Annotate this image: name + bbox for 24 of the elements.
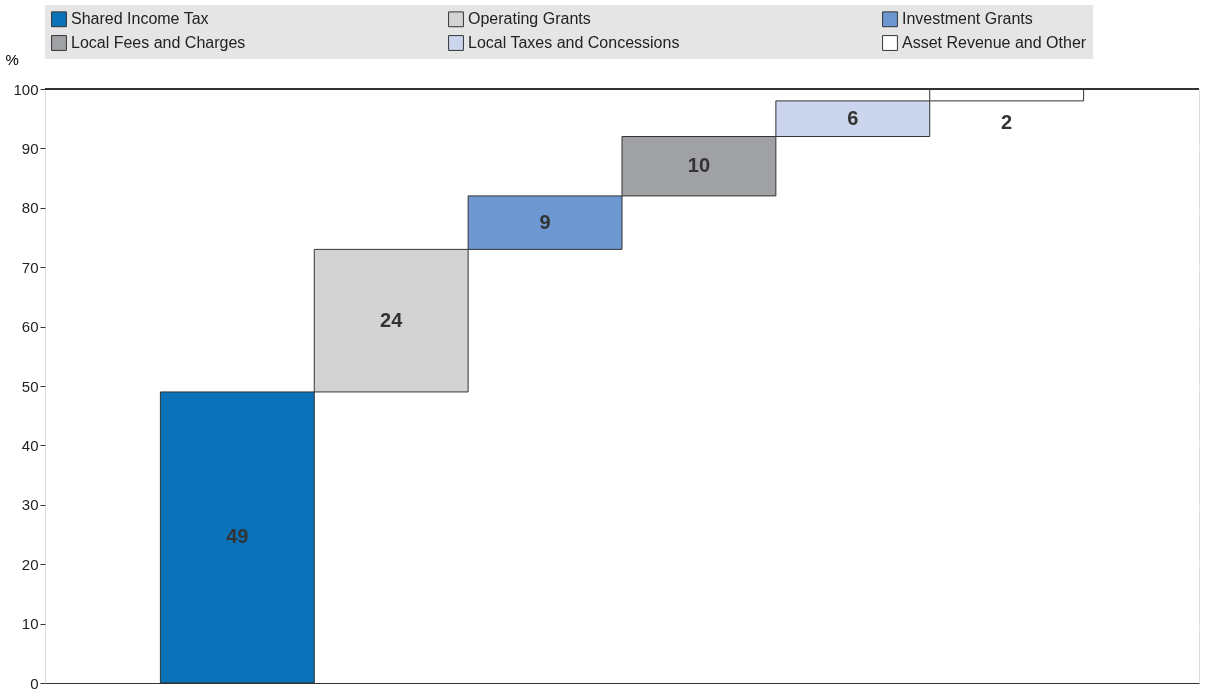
legend-label: Local Taxes and Concessions <box>468 34 680 51</box>
y-tick-label: 30 <box>21 496 39 514</box>
y-tick-label: 90 <box>21 139 39 157</box>
y-tick-label: 40 <box>21 436 39 454</box>
legend-label: Shared Income Tax <box>71 10 209 28</box>
y-axis-title: % <box>5 50 19 68</box>
data-label: 49 <box>226 525 249 548</box>
y-tick-label: 80 <box>21 199 39 217</box>
y-tick-label: 0 <box>30 674 39 692</box>
y-tick-label: 10 <box>21 615 39 633</box>
y-tick-label: 60 <box>21 318 39 336</box>
data-label: 24 <box>380 308 404 331</box>
legend-label: Operating Grants <box>468 10 591 28</box>
data-label: 6 <box>847 106 859 129</box>
y-tick-label: 20 <box>21 555 39 573</box>
data-label: 9 <box>539 210 551 233</box>
y-tick-label: 50 <box>21 377 39 395</box>
data-label: 10 <box>687 154 711 177</box>
y-tick-label: 70 <box>21 258 39 276</box>
legend-label: Local Fees and Charges <box>71 34 246 51</box>
data-label: 2 <box>1001 110 1013 133</box>
legend-label: Investment Grants <box>902 10 1033 28</box>
legend-label: Asset Revenue and Other <box>902 34 1087 51</box>
y-tick-label: 100 <box>13 80 39 98</box>
